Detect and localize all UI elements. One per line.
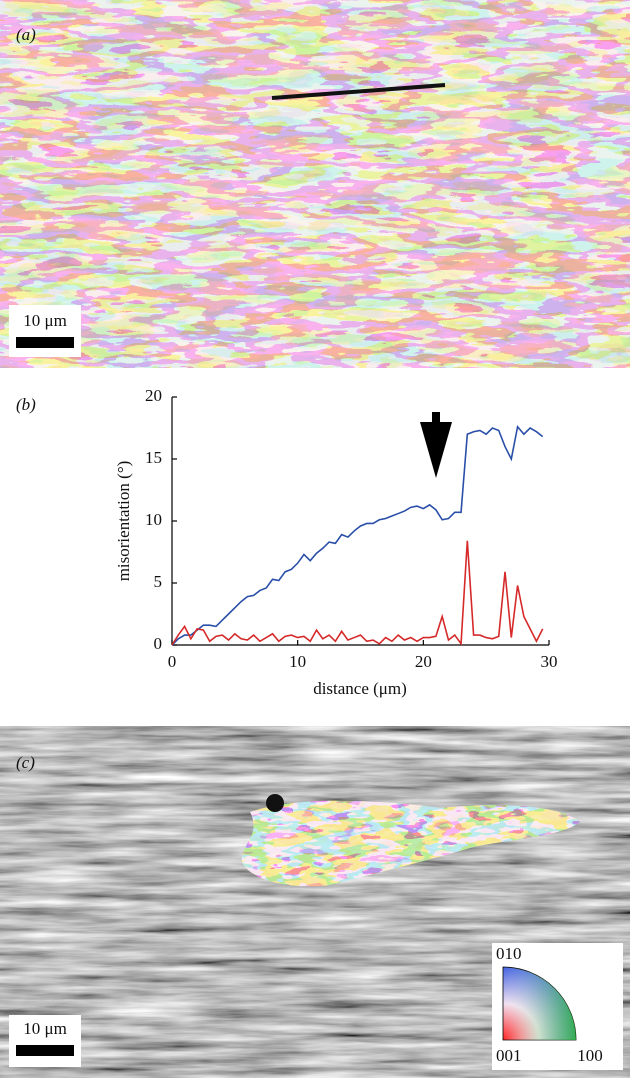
scale-bar bbox=[16, 337, 74, 348]
x-axis-label: distance (μm) bbox=[313, 679, 407, 698]
y-axis-label: misorientation (°) bbox=[114, 461, 133, 582]
scale-label: 10 μm bbox=[23, 1019, 67, 1038]
panel-label: (c) bbox=[16, 753, 35, 772]
y-tick-label: 15 bbox=[145, 448, 162, 467]
chart: (b) misorientation (°) distance (μm) 0 5 1… bbox=[16, 386, 558, 698]
arrow-shaft bbox=[432, 412, 440, 426]
key-label: 001 bbox=[496, 1046, 522, 1065]
y-tick-label: 20 bbox=[145, 386, 162, 405]
key-label: 100 bbox=[577, 1046, 603, 1065]
start-point bbox=[266, 794, 284, 812]
ipf-key-tint bbox=[503, 967, 576, 1040]
scale-box bbox=[9, 1015, 81, 1067]
y-tick-label: 10 bbox=[145, 510, 162, 529]
scale-box bbox=[9, 305, 81, 357]
panel-label: (b) bbox=[16, 395, 36, 414]
y-tick-label: 5 bbox=[154, 572, 163, 591]
key-label: 010 bbox=[496, 944, 522, 963]
x-tick-label: 0 bbox=[168, 652, 177, 671]
x-tick-label: 10 bbox=[289, 652, 306, 671]
x-tick-label: 20 bbox=[415, 652, 432, 671]
y-tick-label: 0 bbox=[154, 634, 163, 653]
ebsd-map bbox=[0, 0, 630, 368]
panel-label: (a) bbox=[16, 25, 36, 44]
profile-line bbox=[271, 83, 446, 100]
scale-label: 10 μm bbox=[23, 311, 67, 330]
x-tick-label: 30 bbox=[541, 652, 558, 671]
series-line bbox=[171, 424, 544, 646]
series-line bbox=[171, 540, 544, 647]
arrow-head bbox=[420, 422, 452, 478]
scale-bar bbox=[16, 1045, 74, 1056]
